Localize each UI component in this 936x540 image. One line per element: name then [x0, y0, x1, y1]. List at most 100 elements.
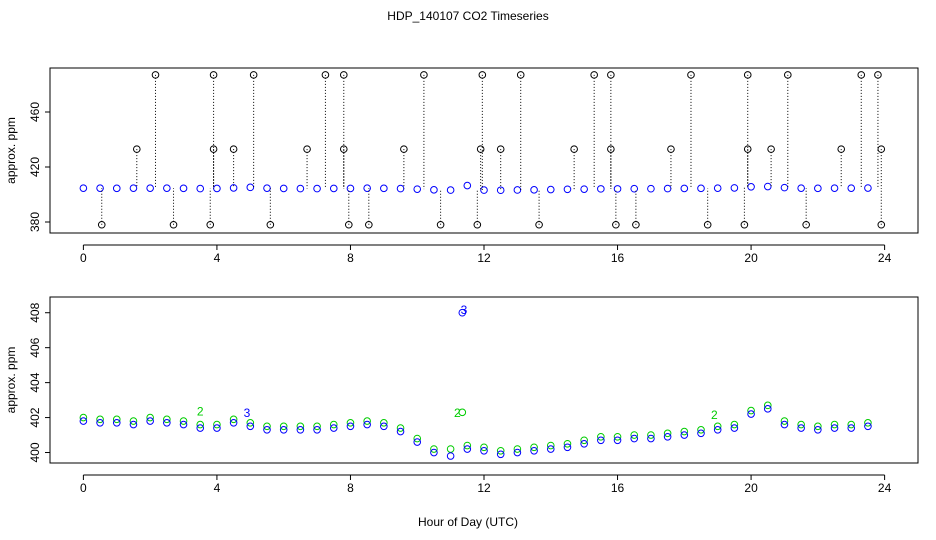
- point: [763, 182, 772, 191]
- point: [680, 184, 689, 193]
- point: [513, 445, 522, 453]
- point: [530, 443, 538, 452]
- point: [590, 71, 598, 79]
- point: [458, 408, 467, 417]
- point: [802, 220, 810, 229]
- x-tick-label: 0: [80, 481, 87, 495]
- point: [263, 184, 271, 192]
- y-tick-label: 460: [28, 102, 42, 122]
- point: [630, 431, 639, 439]
- point: [112, 184, 121, 193]
- point: [213, 424, 221, 432]
- point: [420, 71, 428, 79]
- point: [313, 422, 321, 431]
- point: [329, 424, 338, 432]
- point: [580, 185, 588, 193]
- point: [730, 184, 739, 192]
- point: [229, 184, 238, 192]
- point: [763, 401, 772, 410]
- point: [430, 186, 438, 194]
- point: [780, 417, 789, 425]
- chart-title: HDP_140107 CO2 Timeseries: [387, 9, 548, 23]
- x-tick-label: 8: [347, 251, 354, 265]
- point: [363, 184, 371, 192]
- point: [830, 184, 839, 192]
- y-tick-label: 406: [28, 337, 42, 357]
- point: [597, 185, 605, 193]
- y-axis-title: approx. ppm: [4, 117, 18, 184]
- point: [380, 184, 388, 193]
- point: [463, 445, 472, 453]
- point: [814, 184, 822, 193]
- point: [163, 415, 171, 424]
- point: [830, 424, 839, 432]
- point: [612, 220, 620, 229]
- point: [473, 220, 482, 229]
- point: [169, 220, 178, 229]
- point: [321, 71, 330, 79]
- point: [463, 181, 472, 190]
- point: [96, 419, 104, 427]
- point: [446, 445, 455, 453]
- point: [563, 439, 572, 448]
- point: [296, 184, 305, 193]
- point: [496, 446, 505, 455]
- point: [697, 184, 705, 193]
- point: [396, 184, 405, 193]
- point: [814, 422, 822, 431]
- point: [213, 420, 221, 429]
- point: [363, 417, 371, 425]
- point: [546, 441, 555, 450]
- point: [780, 183, 789, 192]
- point: [413, 434, 422, 443]
- point: [780, 420, 789, 429]
- point: [313, 426, 321, 434]
- point: [847, 184, 856, 192]
- x-tick-label: 16: [611, 481, 625, 495]
- point: [647, 184, 655, 193]
- point: [163, 184, 171, 192]
- point: [279, 426, 288, 434]
- point: [837, 145, 846, 153]
- point: [246, 422, 255, 431]
- y-axis-title: approx. ppm: [4, 347, 18, 414]
- point: [346, 422, 355, 431]
- point: [339, 145, 348, 153]
- point: [151, 71, 160, 79]
- annotation: 2: [454, 406, 461, 420]
- point: [112, 415, 121, 424]
- point: [713, 184, 722, 192]
- point: [146, 413, 154, 422]
- x-tick-label: 24: [878, 481, 892, 495]
- point: [546, 445, 555, 453]
- point: [346, 419, 355, 427]
- point: [874, 71, 882, 79]
- point: [196, 424, 205, 432]
- point: [206, 220, 215, 229]
- point: [607, 71, 615, 79]
- point: [229, 415, 238, 424]
- point: [229, 419, 238, 427]
- point: [743, 71, 752, 79]
- point: [847, 420, 856, 429]
- annotation: 3: [244, 406, 251, 420]
- point: [478, 71, 487, 79]
- point: [179, 420, 188, 429]
- point: [530, 186, 538, 194]
- point: [747, 183, 755, 191]
- point: [209, 145, 218, 153]
- point: [563, 443, 572, 452]
- point: [413, 185, 422, 193]
- point: [263, 422, 271, 431]
- point: [580, 436, 588, 445]
- point: [196, 420, 205, 429]
- point: [747, 410, 755, 418]
- point: [246, 183, 255, 192]
- point: [196, 184, 205, 193]
- point: [713, 426, 722, 434]
- point: [365, 220, 373, 229]
- point: [329, 420, 338, 429]
- point: [703, 220, 712, 229]
- point: [446, 452, 455, 460]
- point: [597, 432, 605, 441]
